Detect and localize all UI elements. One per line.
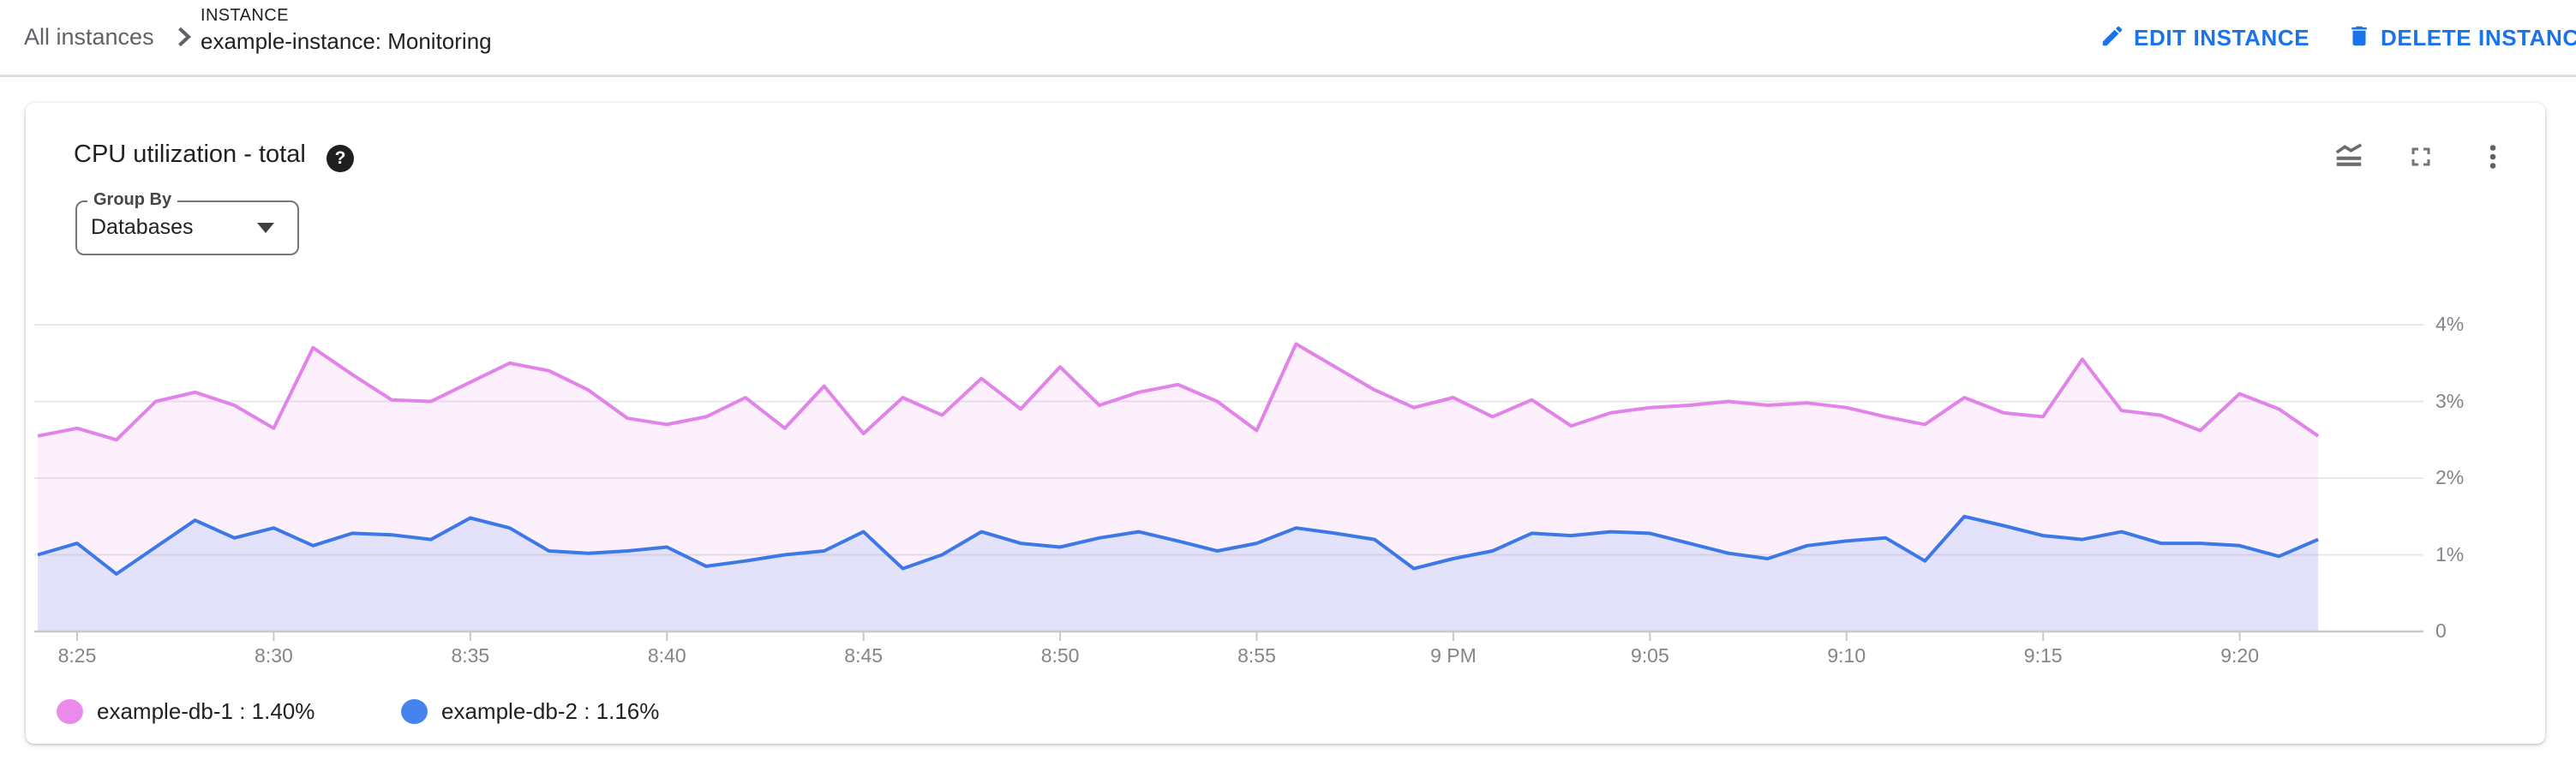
- chart-title: CPU utilization - total: [74, 141, 306, 168]
- legend-swatch-icon: [401, 698, 428, 724]
- cpu-chart-plot[interactable]: [0, 291, 2576, 660]
- pencil-icon: [2100, 23, 2125, 53]
- dropdown-arrow-icon: [257, 223, 274, 233]
- help-icon[interactable]: ?: [326, 145, 354, 172]
- breadcrumb-all-instances[interactable]: All instances: [24, 24, 154, 50]
- trash-icon: [2346, 23, 2372, 53]
- legend-label: example-db-1 : 1.40%: [97, 697, 315, 724]
- top-bar: All instances INSTANCE example-instance:…: [0, 0, 2576, 77]
- legend-item[interactable]: example-db-1 : 1.40%: [57, 696, 315, 727]
- legend-label: example-db-2 : 1.16%: [441, 697, 660, 724]
- more-vert-icon[interactable]: [2475, 139, 2511, 175]
- legend-item[interactable]: example-db-2 : 1.16%: [401, 696, 659, 727]
- chevron-right-icon: [168, 21, 199, 52]
- edit-instance-label: EDIT INSTANCE: [2134, 24, 2310, 51]
- fullscreen-icon[interactable]: [2403, 139, 2439, 175]
- area-chart-icon[interactable]: [2331, 139, 2367, 175]
- group-by-label: Group By: [87, 190, 178, 210]
- group-by-value: Databases: [91, 215, 194, 239]
- legend-swatch-icon: [57, 698, 83, 724]
- delete-instance-label: DELETE INSTANCE: [2381, 24, 2576, 51]
- page-title: example-instance: Monitoring: [201, 28, 492, 54]
- edit-instance-button[interactable]: EDIT INSTANCE: [2100, 19, 2309, 57]
- instance-section-label: INSTANCE: [201, 6, 289, 25]
- delete-instance-button[interactable]: DELETE INSTANCE: [2346, 19, 2576, 57]
